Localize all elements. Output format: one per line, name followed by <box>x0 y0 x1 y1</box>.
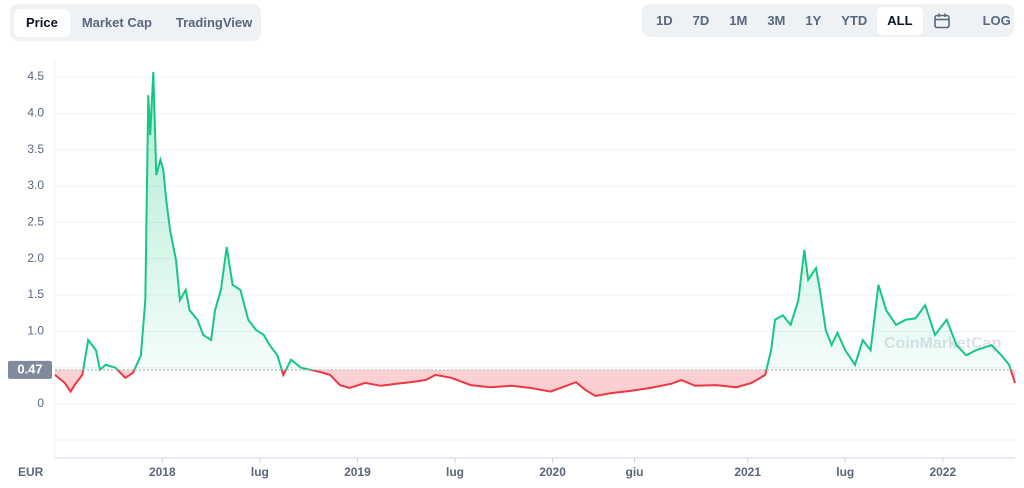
price-line-below <box>54 369 1016 398</box>
y-tick-label: 3.5 <box>27 142 44 156</box>
x-tick-label: 2021 <box>734 465 761 479</box>
area-below <box>55 369 1015 396</box>
x-tick-label: 2019 <box>344 465 371 479</box>
y-tick-label: 2.5 <box>27 215 44 229</box>
x-tick-label: 2020 <box>539 465 566 479</box>
x-tick-label: 2018 <box>149 465 176 479</box>
y-tick-label: 4.0 <box>27 106 44 120</box>
y-tick-label: 1.0 <box>27 324 44 338</box>
range-button[interactable]: ALL <box>877 6 923 35</box>
x-tick-label: lug <box>446 465 464 479</box>
range-button[interactable]: 1Y <box>805 12 822 28</box>
range-button[interactable]: 3M <box>767 12 786 28</box>
range-button[interactable]: 1D <box>656 12 673 28</box>
price-tag <box>8 360 52 379</box>
x-tick-label: lug <box>836 465 854 479</box>
log-button[interactable]: LOG <box>982 12 1011 28</box>
tab[interactable]: TradingView <box>175 14 253 30</box>
range-group: 1D 7D 1M 3M 1Y YTD ALL LOG <box>642 4 1014 37</box>
y-tick-label: 3.0 <box>27 178 44 192</box>
calendar-icon <box>933 13 950 29</box>
range-button[interactable]: YTD <box>841 12 868 28</box>
price-line-above <box>82 71 1012 370</box>
area-above <box>83 71 1011 370</box>
y-tick-label: 1.5 <box>27 287 44 301</box>
y-tick-label: 2.0 <box>27 251 44 265</box>
y-tick-label: 0 <box>37 396 44 410</box>
tab[interactable]: Price <box>14 8 70 37</box>
tab[interactable]: Market Cap <box>81 14 152 30</box>
range-button[interactable]: 1M <box>729 12 748 28</box>
x-tick-label: giu <box>626 465 644 479</box>
calendar-button[interactable] <box>923 7 961 35</box>
y-tick-label: 4.5 <box>27 69 44 83</box>
currency-label: EUR <box>18 465 44 479</box>
price-tag-label: 0.47 <box>17 361 42 376</box>
tab-group: Price Market Cap TradingView <box>10 4 261 41</box>
range-button[interactable]: 7D <box>692 12 710 28</box>
x-tick-label: lug <box>251 465 269 479</box>
x-tick-label: 2022 <box>929 465 956 479</box>
